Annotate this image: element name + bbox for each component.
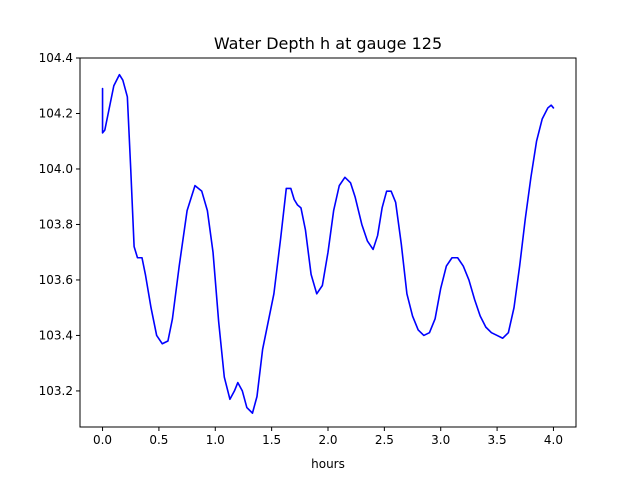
y-tick-label: 103.6 — [39, 273, 73, 287]
series-line — [101, 73, 555, 414]
y-tick-label: 103.8 — [39, 217, 73, 231]
y-tick-label: 103.4 — [39, 328, 73, 342]
x-tick-label: 1.5 — [262, 433, 281, 447]
x-tick-label: 2.5 — [375, 433, 394, 447]
x-tick-label: 0.5 — [149, 433, 168, 447]
x-axis-label: hours — [311, 457, 345, 471]
y-tick-label: 103.2 — [39, 384, 73, 398]
plot-area — [101, 73, 555, 414]
y-tick-label: 104.2 — [39, 106, 73, 120]
x-tick-label: 1.0 — [206, 433, 225, 447]
chart-title: Water Depth h at gauge 125 — [214, 34, 442, 53]
x-tick-label: 4.0 — [544, 433, 563, 447]
axes: 0.0 0.5 1.0 1.5 2.0 2.5 3.0 3.5 4.0 103.2 103.4 103… — [39, 51, 577, 447]
y-tick-label: 104.0 — [39, 162, 73, 176]
x-tick-label: 0.0 — [93, 433, 112, 447]
x-tick-label: 2.0 — [318, 433, 337, 447]
x-tick-label: 3.0 — [431, 433, 450, 447]
x-tick-label: 3.5 — [488, 433, 507, 447]
y-tick-label: 104.4 — [39, 51, 73, 65]
